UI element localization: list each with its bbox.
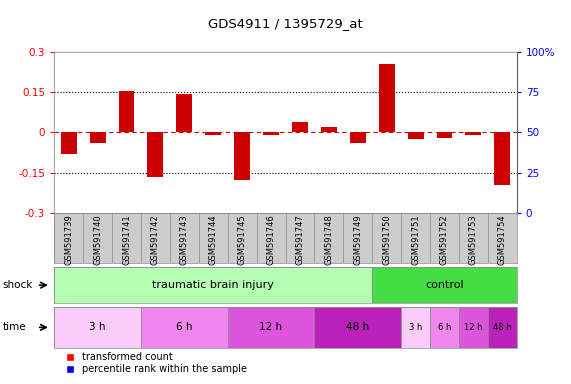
Text: GSM591752: GSM591752	[440, 215, 449, 265]
Bar	[119, 91, 134, 132]
Text: GSM591748: GSM591748	[324, 215, 333, 265]
Bar	[488, 307, 517, 348]
Bar	[234, 132, 250, 180]
Bar	[315, 307, 401, 348]
Text: GSM591741: GSM591741	[122, 215, 131, 265]
Text: 6 h: 6 h	[176, 322, 192, 333]
Bar	[206, 132, 221, 135]
Bar	[372, 267, 517, 303]
Bar	[263, 132, 279, 135]
Text: GSM591747: GSM591747	[295, 215, 304, 265]
Text: GSM591754: GSM591754	[498, 215, 507, 265]
Text: GSM591739: GSM591739	[64, 215, 73, 265]
Text: GSM591746: GSM591746	[267, 215, 276, 265]
Text: 6 h: 6 h	[438, 323, 451, 332]
Text: shock: shock	[3, 280, 33, 290]
Text: traumatic brain injury: traumatic brain injury	[152, 280, 274, 290]
Bar	[437, 132, 452, 138]
Text: GSM591743: GSM591743	[180, 215, 189, 265]
Text: 3 h: 3 h	[89, 322, 106, 333]
Bar	[350, 132, 365, 143]
Bar	[401, 307, 430, 348]
Text: 3 h: 3 h	[409, 323, 423, 332]
Bar	[494, 132, 510, 185]
Bar	[61, 132, 77, 154]
Text: 48 h: 48 h	[346, 322, 369, 333]
Bar	[321, 127, 337, 132]
Text: GSM591750: GSM591750	[382, 215, 391, 265]
Bar	[430, 307, 459, 348]
Bar	[176, 94, 192, 132]
Bar	[228, 307, 315, 348]
Text: GDS4911 / 1395729_at: GDS4911 / 1395729_at	[208, 17, 363, 30]
Text: control: control	[425, 280, 464, 290]
Bar	[292, 122, 308, 132]
Text: GSM591740: GSM591740	[93, 215, 102, 265]
Legend: transformed count, percentile rank within the sample: transformed count, percentile rank withi…	[59, 351, 248, 375]
Text: time: time	[3, 322, 26, 333]
Bar	[54, 307, 141, 348]
Text: 12 h: 12 h	[259, 322, 283, 333]
Text: GSM591749: GSM591749	[353, 215, 362, 265]
Text: GSM591744: GSM591744	[209, 215, 218, 265]
Bar	[90, 132, 106, 143]
Bar	[459, 307, 488, 348]
Text: 48 h: 48 h	[493, 323, 512, 332]
Bar	[379, 64, 395, 132]
Bar	[465, 132, 481, 135]
Bar	[147, 132, 163, 177]
Bar	[54, 267, 372, 303]
Text: GSM591742: GSM591742	[151, 215, 160, 265]
Bar	[141, 307, 228, 348]
Text: GSM591751: GSM591751	[411, 215, 420, 265]
Text: GSM591753: GSM591753	[469, 215, 478, 265]
Bar	[408, 132, 424, 139]
Text: GSM591745: GSM591745	[238, 215, 247, 265]
Text: 12 h: 12 h	[464, 323, 482, 332]
